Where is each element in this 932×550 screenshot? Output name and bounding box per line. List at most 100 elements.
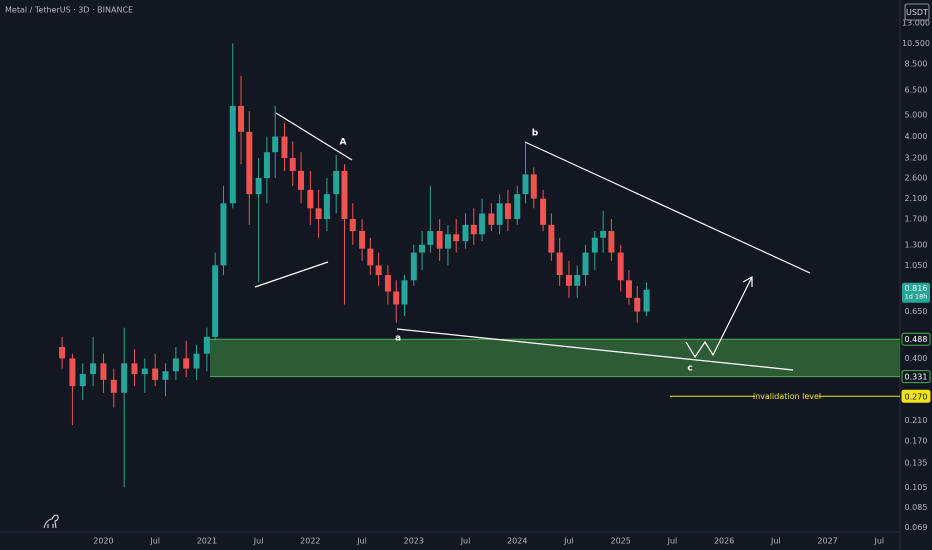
candle-body bbox=[540, 198, 547, 225]
candle-body bbox=[79, 374, 86, 387]
candle-body bbox=[462, 224, 469, 242]
candle-body bbox=[349, 218, 356, 232]
last-price: 0.816 bbox=[905, 284, 928, 293]
trendline bbox=[524, 141, 811, 274]
currency-box[interactable] bbox=[904, 3, 930, 21]
candle-body bbox=[384, 275, 391, 292]
candle-body bbox=[591, 237, 598, 253]
candle-body bbox=[229, 105, 236, 204]
candle-body bbox=[496, 203, 503, 225]
candle-body bbox=[436, 231, 443, 249]
invalidation-text-bg bbox=[755, 391, 819, 402]
x-tick-label: Jul bbox=[149, 537, 160, 546]
candle-body bbox=[410, 252, 417, 281]
candle-body bbox=[131, 363, 138, 375]
arrow-head bbox=[742, 275, 753, 287]
candle-body bbox=[121, 363, 128, 393]
candle-body bbox=[203, 336, 210, 354]
x-tick-label: Jul bbox=[253, 537, 264, 546]
projection-path bbox=[685, 276, 753, 359]
candle-body bbox=[608, 231, 615, 253]
candle-body bbox=[444, 234, 451, 249]
candle-body bbox=[625, 280, 632, 298]
y-tick-label: 0.170 bbox=[905, 436, 928, 445]
y-tick-label: 2.100 bbox=[905, 194, 928, 203]
level-label: 0.270 bbox=[905, 392, 928, 401]
y-tick-label: 13.000 bbox=[902, 18, 930, 27]
candle-body bbox=[246, 131, 253, 195]
y-tick-label: 0.069 bbox=[905, 523, 928, 532]
candle-body bbox=[479, 213, 486, 235]
logo bbox=[43, 514, 59, 529]
trendline bbox=[275, 112, 353, 161]
candle-body bbox=[315, 208, 322, 219]
x-tick-label: Jul bbox=[770, 537, 781, 546]
y-tick-label: 4.000 bbox=[905, 132, 928, 141]
candle-body bbox=[548, 224, 555, 253]
candle-body bbox=[419, 244, 426, 253]
candle-body bbox=[565, 275, 572, 286]
candle-body bbox=[220, 203, 227, 266]
candle-body bbox=[470, 224, 477, 235]
x-tick-label: Jul bbox=[667, 537, 678, 546]
candle-body bbox=[69, 358, 76, 387]
candle-body bbox=[307, 189, 314, 209]
x-tick-label: 2023 bbox=[404, 537, 424, 546]
invalidation-text: invalidation level bbox=[753, 392, 821, 401]
chart-title: Metal / TetherUS · 3D · BINANCE bbox=[5, 6, 133, 15]
x-tick-label: Jul bbox=[563, 537, 574, 546]
x-tick-label: 2024 bbox=[507, 537, 527, 546]
candle-body bbox=[427, 231, 434, 245]
x-tick-label: 2027 bbox=[817, 537, 837, 546]
candle-body bbox=[59, 347, 66, 359]
currency[interactable]: USDT bbox=[906, 8, 928, 17]
y-tick-label: 1.050 bbox=[905, 261, 928, 270]
candle-body bbox=[504, 203, 511, 219]
wave-label: b bbox=[532, 129, 539, 139]
y-tick-label: 0.400 bbox=[905, 354, 928, 363]
trendline bbox=[254, 261, 329, 288]
candle-body bbox=[556, 252, 563, 276]
x-tick-label: Jul bbox=[873, 537, 884, 546]
x-tick-label: 2021 bbox=[197, 537, 217, 546]
x-tick-label: 2026 bbox=[714, 537, 734, 546]
candle-body bbox=[212, 265, 219, 337]
candle-body bbox=[172, 358, 179, 372]
y-tick-label: 2.600 bbox=[905, 174, 928, 183]
zone-bottom-label-box bbox=[901, 370, 931, 384]
x-tick-label: Jul bbox=[460, 537, 471, 546]
countdown: 1d 18h bbox=[905, 293, 928, 301]
x-tick-label: 2022 bbox=[300, 537, 320, 546]
candle-body bbox=[152, 368, 159, 380]
candle-body bbox=[341, 170, 348, 219]
y-tick-label: 10.500 bbox=[902, 39, 930, 48]
y-tick-label: 0.105 bbox=[905, 483, 928, 492]
candle-body bbox=[600, 231, 607, 238]
x-tick-label: Jul bbox=[356, 537, 367, 546]
candle-body bbox=[289, 158, 296, 171]
y-tick-label: 5.000 bbox=[905, 111, 928, 120]
candle-body bbox=[193, 353, 200, 369]
wave-label: c bbox=[687, 364, 692, 374]
y-tick-label: 0.210 bbox=[905, 416, 928, 425]
x-tick-label: 2025 bbox=[611, 537, 631, 546]
y-tick-label: 3.200 bbox=[905, 154, 928, 163]
y-tick-label: 0.650 bbox=[905, 307, 928, 316]
candle-body bbox=[530, 174, 537, 199]
candle-body bbox=[393, 291, 400, 305]
zone-top-label: 0.488 bbox=[905, 335, 928, 344]
level-label-box bbox=[901, 389, 931, 403]
candle-body bbox=[298, 170, 305, 190]
candle-body bbox=[183, 358, 190, 369]
candle-body bbox=[281, 136, 288, 159]
candle-body bbox=[367, 248, 374, 266]
candle-body bbox=[263, 152, 270, 179]
candle-body bbox=[514, 194, 521, 219]
candle-body bbox=[255, 178, 262, 195]
candle-body bbox=[272, 136, 279, 153]
y-tick-label: 0.135 bbox=[905, 459, 928, 468]
candle-body bbox=[522, 174, 529, 195]
drawings: A a b c bbox=[254, 112, 811, 374]
candle-body bbox=[488, 213, 495, 225]
